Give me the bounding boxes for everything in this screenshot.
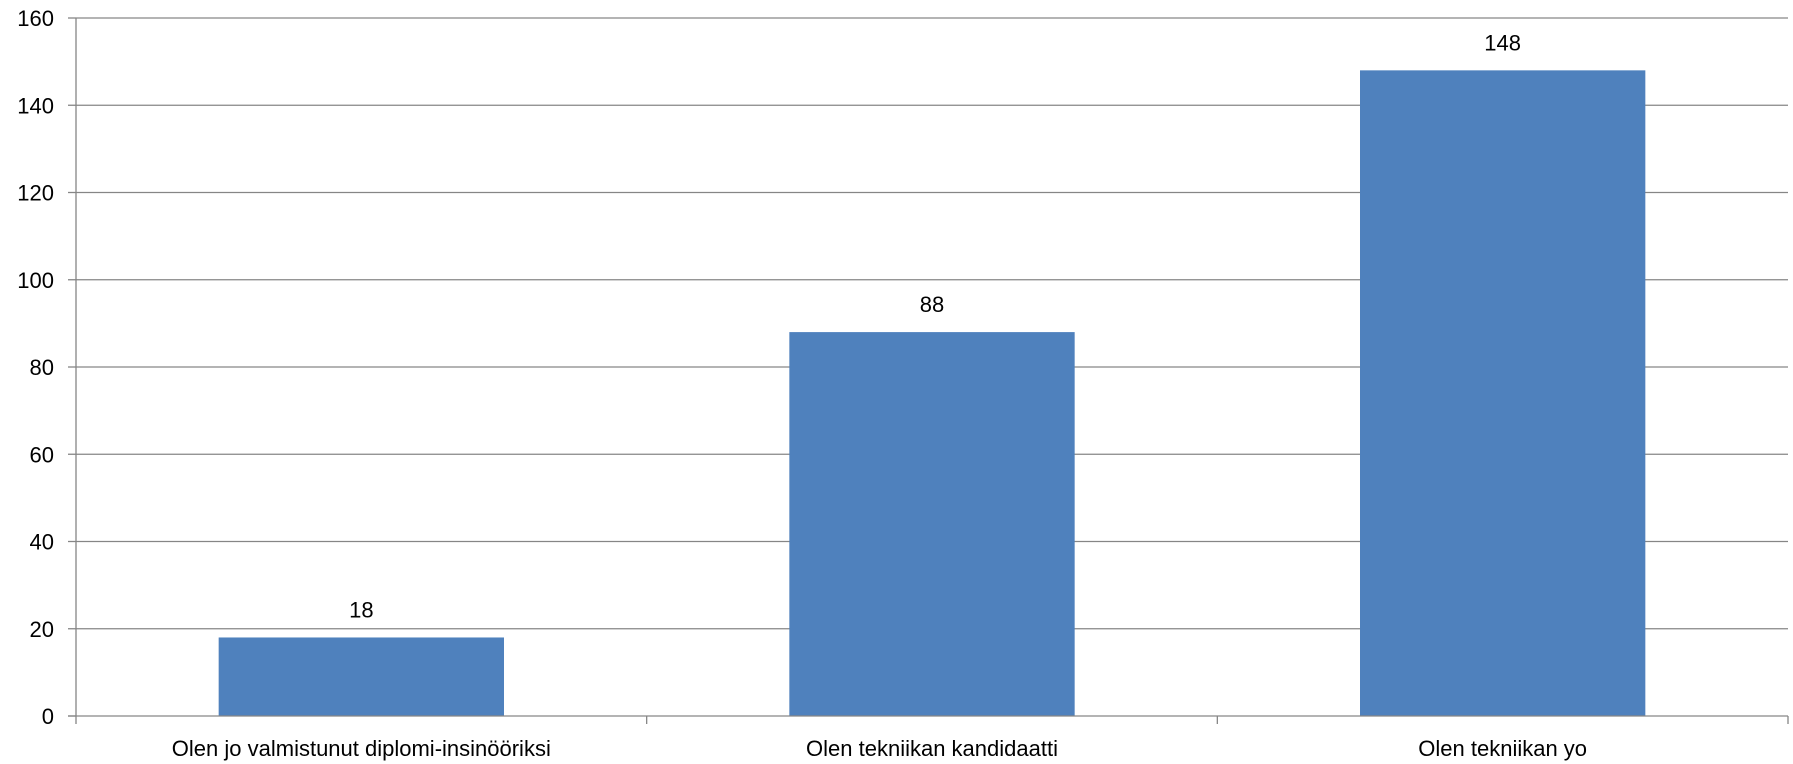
axes xyxy=(68,17,1789,724)
data-label: 148 xyxy=(1484,30,1521,55)
data-label: 88 xyxy=(920,292,944,317)
bar xyxy=(789,332,1075,716)
data-labels: 18 88 148 xyxy=(349,30,1521,622)
y-tick-label: 100 xyxy=(17,268,54,293)
y-tick-labels: 0 20 40 60 80 100 120 140 160 xyxy=(17,6,54,729)
y-tick-label: 120 xyxy=(17,181,54,206)
bar xyxy=(1360,70,1646,717)
y-tick-label: 40 xyxy=(30,530,54,555)
y-tick-label: 80 xyxy=(30,355,54,380)
y-tick-label: 160 xyxy=(17,6,54,31)
y-tick-label: 60 xyxy=(30,442,54,467)
category-labels: Olen jo valmistunut diplomi-insinööriksi… xyxy=(172,736,1587,761)
y-tick-label: 0 xyxy=(42,704,54,729)
bars xyxy=(218,70,1646,717)
bar xyxy=(218,637,504,716)
y-tick-label: 20 xyxy=(30,617,54,642)
category-label: Olen jo valmistunut diplomi-insinööriksi xyxy=(172,736,551,761)
data-label: 18 xyxy=(349,597,373,622)
y-tick-label: 140 xyxy=(17,93,54,118)
category-label: Olen tekniikan yo xyxy=(1418,736,1587,761)
category-label: Olen tekniikan kandidaatti xyxy=(806,736,1058,761)
